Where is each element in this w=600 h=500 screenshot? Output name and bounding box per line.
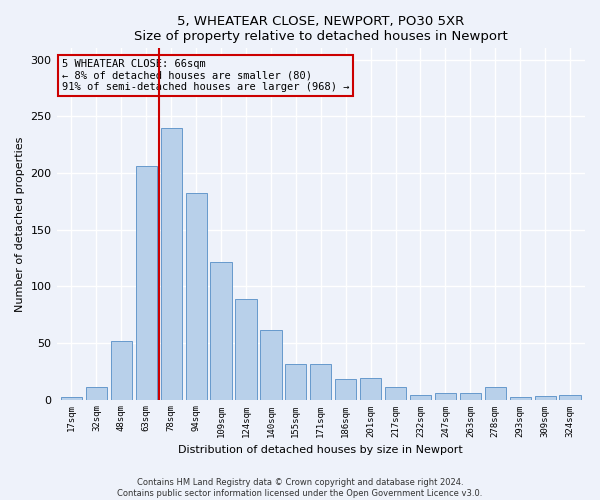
- Bar: [86, 387, 107, 400]
- Text: 5 WHEATEAR CLOSE: 66sqm
← 8% of detached houses are smaller (80)
91% of semi-det: 5 WHEATEAR CLOSE: 66sqm ← 8% of detached…: [62, 59, 349, 92]
- Bar: [61, 398, 82, 400]
- Title: 5, WHEATEAR CLOSE, NEWPORT, PO30 5XR
Size of property relative to detached house: 5, WHEATEAR CLOSE, NEWPORT, PO30 5XR Siz…: [134, 15, 508, 43]
- Bar: [535, 396, 556, 400]
- Bar: [360, 378, 381, 400]
- Bar: [211, 262, 232, 400]
- Bar: [136, 166, 157, 400]
- Text: Contains HM Land Registry data © Crown copyright and database right 2024.
Contai: Contains HM Land Registry data © Crown c…: [118, 478, 482, 498]
- Bar: [260, 330, 281, 400]
- Bar: [435, 393, 456, 400]
- X-axis label: Distribution of detached houses by size in Newport: Distribution of detached houses by size …: [178, 445, 463, 455]
- Bar: [161, 128, 182, 400]
- Y-axis label: Number of detached properties: Number of detached properties: [15, 136, 25, 312]
- Bar: [285, 364, 307, 400]
- Bar: [410, 395, 431, 400]
- Bar: [111, 340, 132, 400]
- Bar: [559, 395, 581, 400]
- Bar: [335, 379, 356, 400]
- Bar: [460, 393, 481, 400]
- Bar: [185, 194, 207, 400]
- Bar: [310, 364, 331, 400]
- Bar: [485, 387, 506, 400]
- Bar: [509, 398, 531, 400]
- Bar: [385, 387, 406, 400]
- Bar: [235, 298, 257, 400]
